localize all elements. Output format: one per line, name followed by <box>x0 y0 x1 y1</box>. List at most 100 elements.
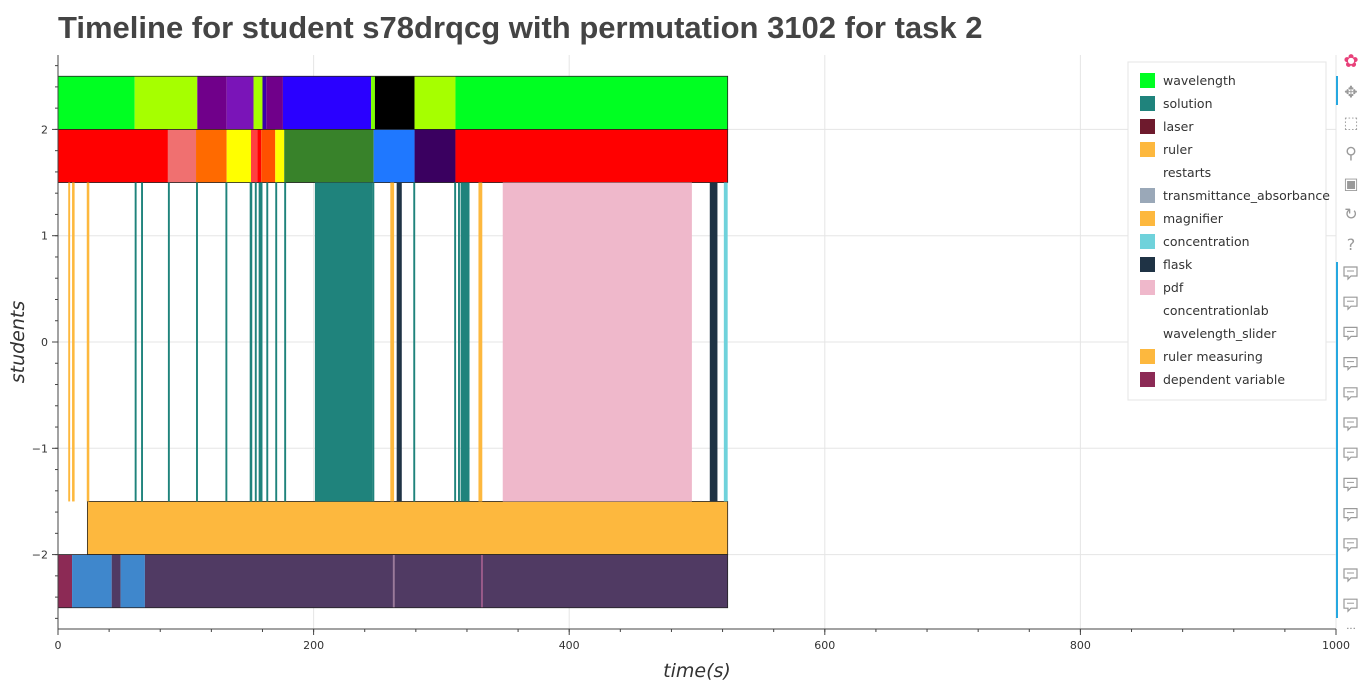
timeline-segment <box>257 129 262 183</box>
timeline-segment <box>723 182 728 502</box>
legend-label: concentration <box>1163 234 1250 249</box>
legend-label: wavelength <box>1163 73 1236 88</box>
hover-tool-button[interactable] <box>1343 326 1358 341</box>
timeline-segment <box>167 129 197 183</box>
timeline-segment <box>58 76 135 130</box>
box-zoom-icon: ⬚ <box>1343 113 1358 132</box>
timeline-segment <box>390 182 395 502</box>
timeline-segment <box>196 182 198 502</box>
hover-tool-button[interactable] <box>1343 568 1358 583</box>
hover-tool-button[interactable] <box>1343 538 1358 553</box>
timeline-segment <box>455 129 728 183</box>
timeline-segment <box>197 76 227 130</box>
timeline-segment <box>266 182 269 502</box>
help-tool-button[interactable]: ? <box>1347 235 1356 254</box>
timeline-segment <box>478 182 483 502</box>
timeline-segment <box>141 182 143 502</box>
timeline-segment <box>226 129 251 183</box>
x-axis-ticks: 0 200 400 600 800 1000 <box>55 629 1350 652</box>
reset-tool-button[interactable]: ↻ <box>1344 205 1357 224</box>
more-tools-icon[interactable]: ··· <box>1346 624 1356 635</box>
legend-swatch <box>1140 211 1155 226</box>
timeline-segment <box>284 129 374 183</box>
timeline-segment <box>120 554 145 608</box>
legend-item[interactable]: wavelength <box>1140 73 1236 88</box>
timeline-segment <box>111 554 121 608</box>
save-tool-button[interactable]: ▣ <box>1343 174 1358 193</box>
x-tick-label: 0 <box>55 639 62 652</box>
timeline-segment <box>261 129 276 183</box>
timeline-segment <box>284 182 287 502</box>
timeline-segment <box>396 182 402 502</box>
hover-tool-button[interactable] <box>1343 417 1358 432</box>
legend-item[interactable]: transmittance_absorbance <box>1140 188 1330 203</box>
timeline-segment <box>72 182 75 502</box>
hover-tool-button[interactable] <box>1343 266 1358 281</box>
wheel-zoom-icon: ⚲ <box>1345 144 1357 163</box>
legend-item[interactable]: laser <box>1140 119 1194 134</box>
legend-item[interactable]: concentration <box>1140 234 1250 249</box>
legend-label: ruler measuring <box>1163 349 1263 364</box>
hover-tooltip-icon <box>1343 477 1358 492</box>
hover-tool-button[interactable] <box>1343 447 1358 462</box>
timeline-segment <box>58 554 73 608</box>
timeline-row-wavelength-slider <box>57 75 729 130</box>
hover-tooltip-icon <box>1343 357 1358 372</box>
legend-label: solution <box>1163 96 1213 111</box>
timeline-segment <box>253 76 263 130</box>
timeline-segment <box>226 76 254 130</box>
legend-item[interactable]: concentrationlab <box>1140 303 1269 318</box>
timeline-segment <box>249 182 253 502</box>
x-tick-label: 800 <box>1070 639 1091 652</box>
hover-tooltip-icon <box>1343 598 1358 613</box>
timeline-segment <box>68 182 71 502</box>
legend-item[interactable]: solution <box>1140 96 1213 111</box>
y-axis-ticks: 2 1 0 −1 −2 <box>32 65 58 619</box>
legend-swatch <box>1140 349 1155 364</box>
pan-tool-button[interactable]: ✥ <box>1344 83 1357 102</box>
legend-swatch <box>1140 234 1155 249</box>
timeline-segment <box>414 129 456 183</box>
timeline-segment <box>134 182 137 502</box>
bokeh-logo-tool-button[interactable]: ✿ <box>1343 51 1358 72</box>
legend-swatch <box>1140 303 1155 318</box>
legend-item[interactable]: restarts <box>1140 165 1211 180</box>
timeline-segment <box>225 182 228 502</box>
hover-tool-button[interactable] <box>1343 296 1358 311</box>
timeline-segment <box>460 182 470 502</box>
box-zoom-tool-button[interactable]: ⬚ <box>1343 113 1358 132</box>
hover-tool-button[interactable] <box>1343 387 1358 402</box>
hover-tool-button[interactable] <box>1343 598 1358 613</box>
save-icon: ▣ <box>1343 174 1358 193</box>
timeline-segment <box>196 129 227 183</box>
timeline-segment <box>72 554 112 608</box>
hover-tooltip-icon <box>1343 417 1358 432</box>
hover-tool-button[interactable] <box>1343 477 1358 492</box>
hover-tool-button[interactable] <box>1343 508 1358 523</box>
timeline-row-concentrationlab <box>57 554 729 609</box>
timeline-segment <box>134 76 198 130</box>
legend-item[interactable]: dependent variable <box>1140 372 1285 387</box>
legend-label: dependent variable <box>1163 372 1285 387</box>
hover-tooltip-icon <box>1343 568 1358 583</box>
legend-item[interactable]: ruler <box>1140 142 1193 157</box>
timeline-segment <box>86 182 90 502</box>
legend-item[interactable]: flask <box>1140 257 1193 272</box>
timeline-segment <box>275 129 285 183</box>
legend-item[interactable]: wavelength_slider <box>1140 326 1277 341</box>
wheel-zoom-tool-button[interactable]: ⚲ <box>1345 144 1357 163</box>
y-tick-label: −2 <box>32 549 48 562</box>
y-tick-label: −1 <box>32 442 48 455</box>
legend-label: restarts <box>1163 165 1211 180</box>
timeline-segment <box>502 182 692 502</box>
hover-tooltip-icon <box>1343 326 1358 341</box>
legend-label: magnifier <box>1163 211 1224 226</box>
hover-tooltip-icon <box>1343 266 1358 281</box>
legend-item[interactable]: ruler measuring <box>1140 349 1263 364</box>
timeline-row-wavelength <box>57 129 729 183</box>
hover-tool-button[interactable] <box>1343 357 1358 372</box>
legend-swatch <box>1140 165 1155 180</box>
legend-item[interactable]: magnifier <box>1140 211 1224 226</box>
legend-item[interactable]: pdf <box>1140 280 1184 295</box>
